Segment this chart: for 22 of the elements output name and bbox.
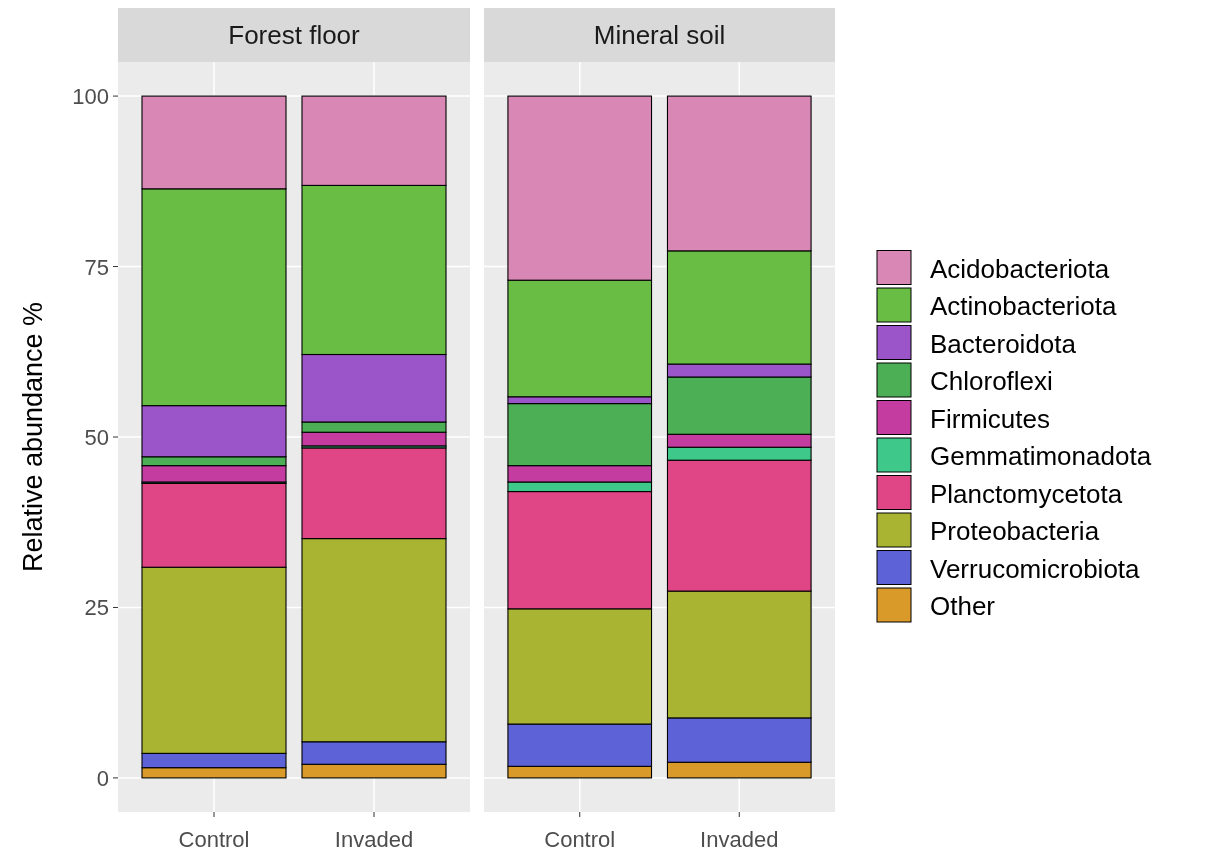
- y-tick-label: 25: [84, 595, 109, 621]
- legend-label: Other: [930, 591, 996, 621]
- legend-label: Bacteroidota: [930, 328, 1077, 359]
- legend-label: Actinobacteriota: [930, 291, 1117, 321]
- legend-label: Gemmatimonadota: [930, 441, 1152, 471]
- x-tick-label: Invaded: [334, 827, 414, 852]
- y-axis-title: Relative abundance %: [18, 301, 48, 573]
- legend-label: Acidobacteriota: [930, 253, 1110, 284]
- x-tick-label: Control: [544, 827, 616, 852]
- y-tick-label: 75: [84, 254, 109, 280]
- legend-label: Firmicutes: [930, 403, 1050, 434]
- legend-label: Chloroflexi: [930, 366, 1053, 396]
- y-tick-label: 100: [72, 84, 109, 110]
- x-tick-label: Control: [178, 827, 250, 852]
- legend-label: Verrucomicrobiota: [930, 553, 1141, 584]
- chart-title: Forest floor: [228, 20, 361, 50]
- legend-label: Planctomycetota: [930, 478, 1123, 509]
- legend-label: Proteobacteria: [930, 516, 1100, 546]
- chart-title: Mineral soil: [593, 20, 726, 50]
- x-tick-label: Invaded: [700, 827, 779, 852]
- y-tick-label: 0: [96, 765, 109, 791]
- y-tick-label: 50: [84, 425, 109, 450]
